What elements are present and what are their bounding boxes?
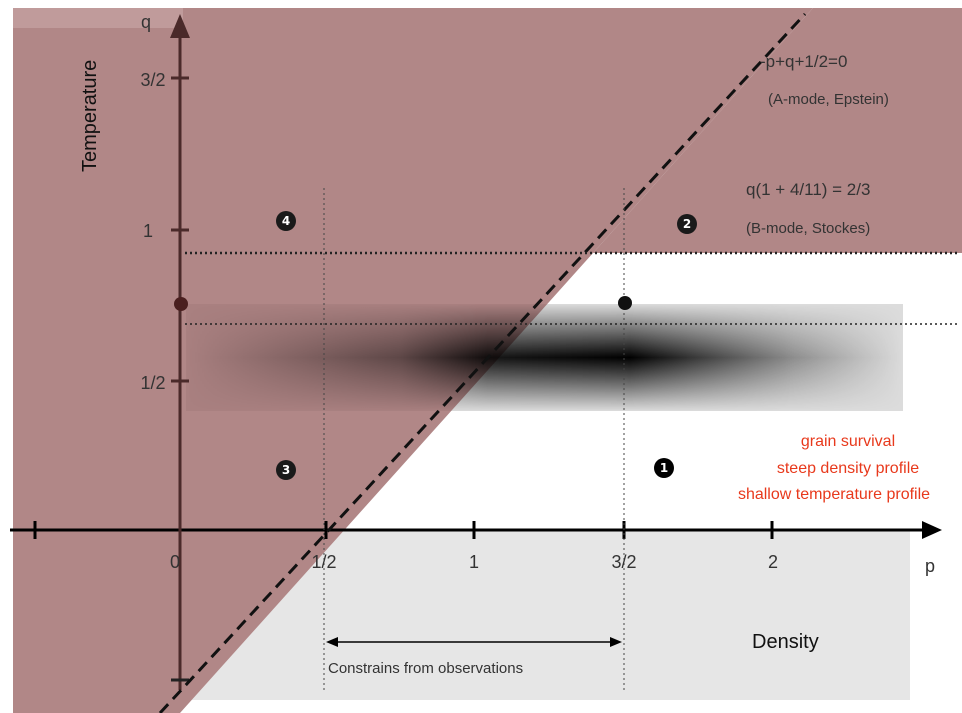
region1-note-1: grain survival [801, 433, 895, 450]
y-axis-title: Temperature [79, 60, 101, 172]
svg-text:3: 3 [282, 463, 290, 477]
region-marker-1: 1 [654, 458, 674, 478]
a-mode-line [158, 12, 807, 713]
x-tick-label-three-half: 3/2 [611, 552, 636, 572]
region1-note-3: shallow temperature profile [738, 486, 930, 503]
svg-text:1: 1 [660, 461, 668, 475]
region-marker-2: 2 [677, 214, 697, 234]
x-axis-variable: p [925, 556, 935, 576]
y-axis-arrow [170, 14, 190, 38]
x-axis-title: Density [752, 631, 819, 653]
marker-dot-point [618, 296, 632, 310]
svg-text:2: 2 [683, 217, 691, 231]
region-shade-top-strip [13, 8, 183, 28]
y-axis-variable: q [141, 12, 151, 32]
region-marker-3: 3 [276, 460, 296, 480]
b-mode-equation: q(1 + 4/11) = 2/3 [746, 180, 870, 199]
x-tick-label-2: 2 [768, 552, 778, 572]
y-tick-label-three-half: 3/2 [140, 70, 165, 90]
x-tick-label-half: 1/2 [311, 552, 336, 572]
svg-text:4: 4 [282, 214, 290, 228]
constraint-arrow-left [326, 637, 338, 647]
a-mode-label: (A-mode, Epstein) [768, 91, 889, 108]
a-mode-equation: -p+q+1/2=0 [760, 52, 847, 71]
marker-dot-axis [174, 297, 188, 311]
b-mode-label: (B-mode, Stockes) [746, 220, 870, 237]
x-axis-arrow [922, 521, 942, 539]
x-tick-label-0: 0 [170, 552, 180, 572]
observation-band-gradient [186, 304, 903, 411]
region-marker-4: 4 [276, 211, 296, 231]
y-tick-label-half: 1/2 [140, 373, 165, 393]
constraint-arrow-right [610, 637, 622, 647]
y-tick-label-1: 1 [143, 221, 153, 241]
x-tick-label-1: 1 [469, 552, 479, 572]
region1-note-2: steep density profile [777, 460, 919, 477]
constraint-label: Constrains from observations [328, 660, 523, 677]
